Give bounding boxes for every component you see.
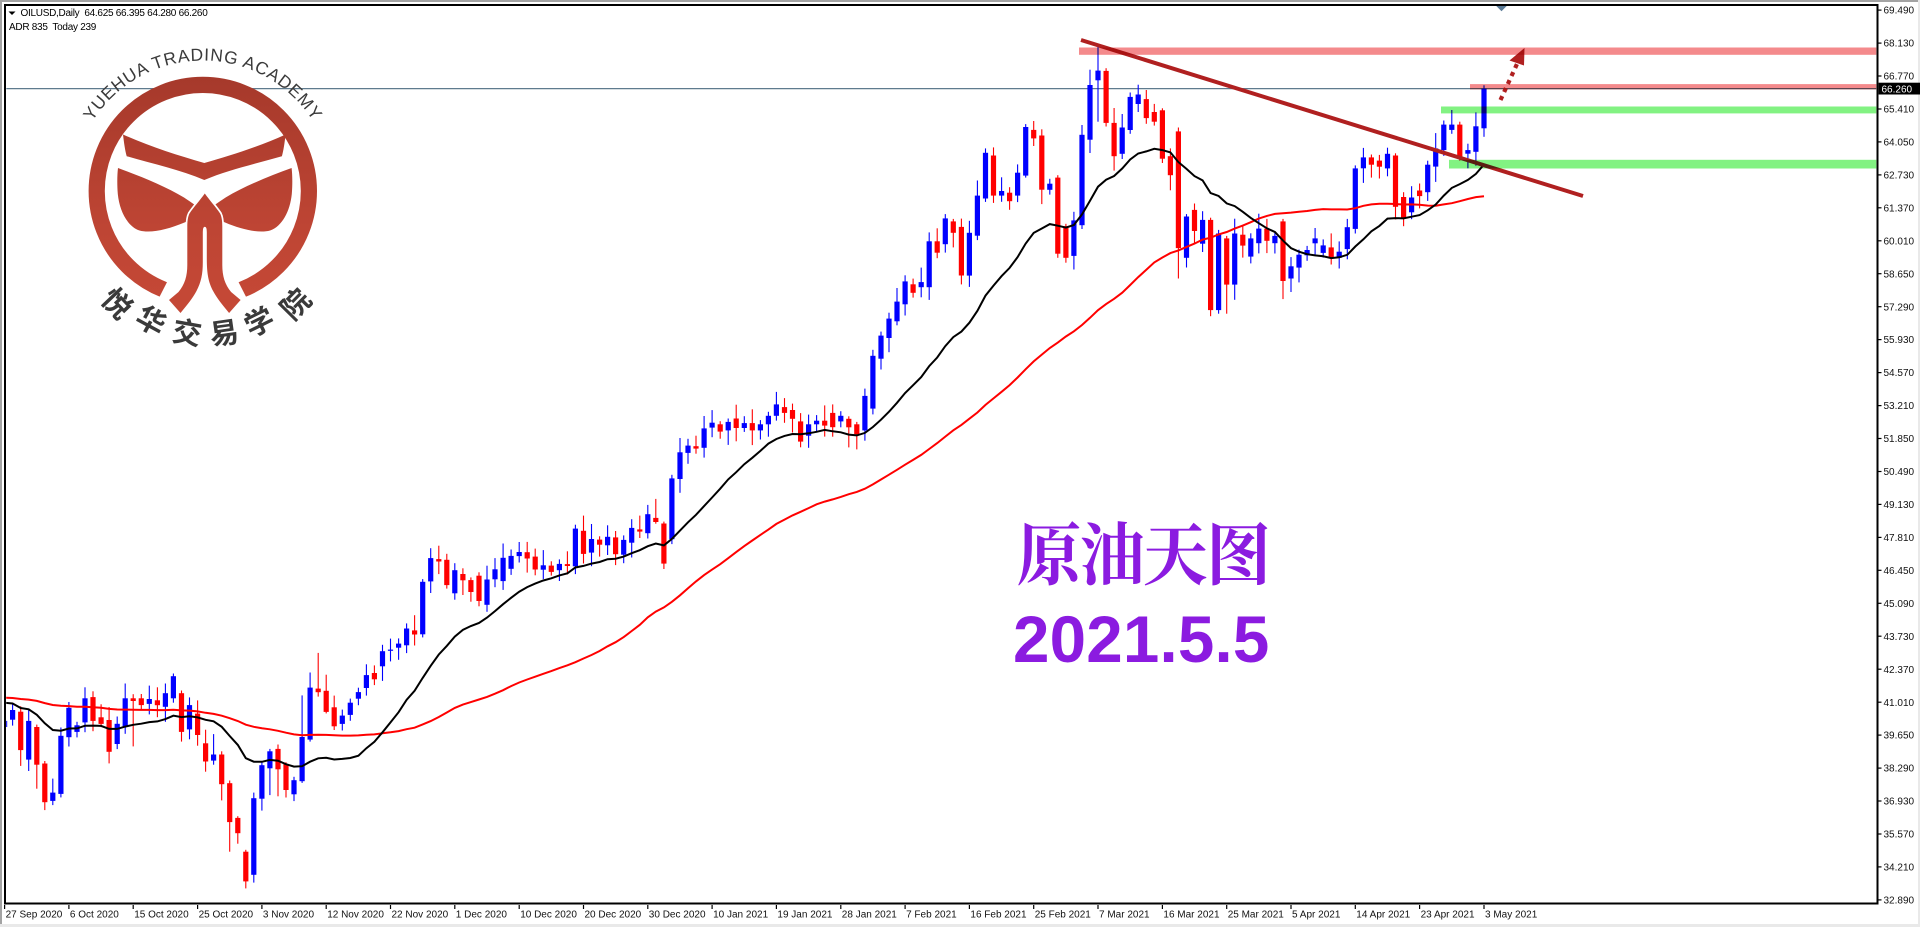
svg-text:49.130: 49.130 — [1884, 500, 1915, 511]
svg-text:46.450: 46.450 — [1884, 566, 1915, 577]
svg-text:61.370: 61.370 — [1884, 203, 1915, 214]
svg-text:15 Oct 2020: 15 Oct 2020 — [134, 910, 189, 921]
svg-text:22 Nov 2020: 22 Nov 2020 — [392, 910, 449, 921]
svg-text:5 Apr 2021: 5 Apr 2021 — [1292, 910, 1341, 921]
svg-text:10 Dec 2020: 10 Dec 2020 — [520, 910, 577, 921]
svg-text:25 Oct 2020: 25 Oct 2020 — [199, 910, 254, 921]
svg-text:10 Jan 2021: 10 Jan 2021 — [713, 910, 768, 921]
svg-text:68.130: 68.130 — [1884, 39, 1915, 50]
svg-text:3 Nov 2020: 3 Nov 2020 — [263, 910, 315, 921]
svg-text:58.650: 58.650 — [1884, 269, 1915, 280]
svg-text:7 Mar 2021: 7 Mar 2021 — [1099, 910, 1150, 921]
svg-text:38.290: 38.290 — [1884, 764, 1915, 775]
svg-text:23 Apr 2021: 23 Apr 2021 — [1421, 910, 1475, 921]
svg-text:2021.5.5: 2021.5.5 — [1013, 603, 1270, 676]
svg-text:ADR 835 Today 239: ADR 835 Today 239 — [9, 22, 97, 33]
svg-text:34.210: 34.210 — [1884, 863, 1915, 874]
svg-text:64.050: 64.050 — [1884, 138, 1915, 149]
svg-text:3 May 2021: 3 May 2021 — [1485, 910, 1538, 921]
svg-text:6 Oct 2020: 6 Oct 2020 — [70, 910, 119, 921]
svg-text:57.290: 57.290 — [1884, 302, 1915, 313]
svg-text:66.770: 66.770 — [1884, 72, 1915, 83]
svg-text:12 Nov 2020: 12 Nov 2020 — [327, 910, 384, 921]
svg-text:47.810: 47.810 — [1884, 533, 1915, 544]
svg-text:30 Dec 2020: 30 Dec 2020 — [649, 910, 706, 921]
svg-text:43.730: 43.730 — [1884, 632, 1915, 643]
svg-text:28 Jan 2021: 28 Jan 2021 — [842, 910, 897, 921]
svg-text:1 Dec 2020: 1 Dec 2020 — [456, 910, 508, 921]
svg-text:16 Feb 2021: 16 Feb 2021 — [970, 910, 1027, 921]
svg-text:66.260: 66.260 — [1882, 84, 1913, 95]
svg-text:42.370: 42.370 — [1884, 665, 1915, 676]
svg-text:36.930: 36.930 — [1884, 797, 1915, 808]
svg-text:41.010: 41.010 — [1884, 698, 1915, 709]
svg-text:14 Apr 2021: 14 Apr 2021 — [1356, 910, 1410, 921]
svg-text:35.570: 35.570 — [1884, 830, 1915, 841]
svg-text:50.490: 50.490 — [1884, 467, 1915, 478]
svg-text:16 Mar 2021: 16 Mar 2021 — [1163, 910, 1220, 921]
svg-text:53.210: 53.210 — [1884, 401, 1915, 412]
svg-text:19 Jan 2021: 19 Jan 2021 — [777, 910, 832, 921]
svg-text:39.650: 39.650 — [1884, 731, 1915, 742]
svg-text:55.930: 55.930 — [1884, 335, 1915, 346]
svg-text:OILUSD,Daily 64.625 66.395 64: OILUSD,Daily 64.625 66.395 64.280 66.260 — [21, 8, 209, 19]
svg-text:51.850: 51.850 — [1884, 434, 1915, 445]
svg-text:20 Dec 2020: 20 Dec 2020 — [585, 910, 642, 921]
svg-text:65.410: 65.410 — [1884, 105, 1915, 116]
svg-text:27 Sep 2020: 27 Sep 2020 — [6, 910, 63, 921]
svg-text:32.890: 32.890 — [1884, 896, 1915, 907]
svg-text:54.570: 54.570 — [1884, 368, 1915, 379]
svg-text:69.490: 69.490 — [1884, 6, 1915, 17]
svg-text:7 Feb 2021: 7 Feb 2021 — [906, 910, 957, 921]
svg-text:25 Feb 2021: 25 Feb 2021 — [1035, 910, 1092, 921]
svg-text:45.090: 45.090 — [1884, 599, 1915, 610]
svg-text:25 Mar 2021: 25 Mar 2021 — [1228, 910, 1285, 921]
svg-text:62.730: 62.730 — [1884, 171, 1915, 182]
svg-text:60.010: 60.010 — [1884, 236, 1915, 247]
